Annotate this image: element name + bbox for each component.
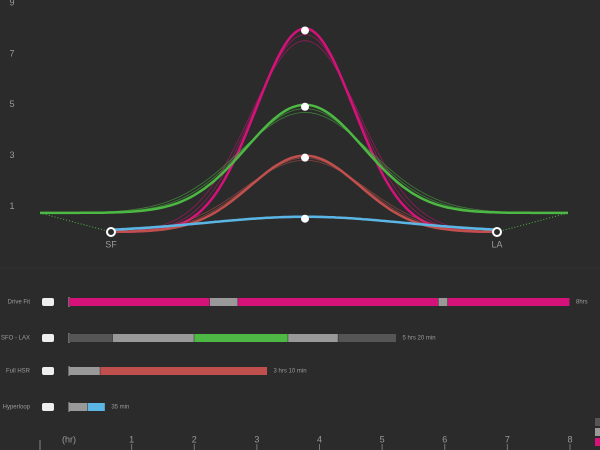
- x-tick-label: 4: [317, 434, 322, 444]
- segment: [238, 298, 438, 306]
- segment: [69, 367, 100, 375]
- row-label: SFO - LAX: [1, 336, 30, 342]
- row-icon: [42, 334, 54, 342]
- segment: [69, 334, 113, 342]
- y-tick-label: 7: [9, 48, 14, 58]
- row-icon: [42, 403, 54, 411]
- segment: [288, 334, 338, 342]
- segment: [87, 403, 105, 411]
- row-label: Full HSR: [6, 369, 31, 375]
- x-tick-label: 3: [254, 434, 259, 444]
- row-icon: [42, 298, 54, 306]
- endpoint-label: LA: [491, 239, 502, 249]
- segment: [209, 298, 238, 306]
- x-tick-label: 5: [380, 434, 385, 444]
- connector: [39, 212, 112, 233]
- y-tick-label: 1: [9, 201, 14, 211]
- segment: [438, 298, 448, 306]
- segment: [100, 367, 268, 375]
- segment: [112, 334, 194, 342]
- legend-swatch: [595, 438, 600, 446]
- row-total: 5 hrs 20 min: [403, 336, 436, 342]
- row-total: 3 hrs 10 min: [274, 369, 307, 375]
- curve-trace: [40, 111, 568, 214]
- endpoint-label: SF: [105, 239, 117, 249]
- x-tick-label: 2: [192, 434, 197, 444]
- connector: [496, 212, 569, 233]
- y-tick-label: 3: [9, 150, 14, 160]
- legend-swatch: [595, 428, 600, 436]
- x-tick-label: 6: [442, 434, 447, 444]
- segment: [447, 298, 570, 306]
- y-tick-label: 5: [9, 99, 14, 109]
- curve-trace: [110, 40, 496, 232]
- mode-icon: [301, 26, 309, 35]
- segment: [69, 298, 210, 306]
- endpoint: [106, 227, 116, 237]
- mode-icon: [301, 214, 309, 223]
- x-tick-label: 1: [129, 434, 134, 444]
- legend-swatch: [595, 418, 600, 426]
- x-tick-label: 8: [567, 434, 572, 444]
- mode-icon: [301, 153, 309, 162]
- endpoint: [492, 227, 502, 237]
- x-tick-label: 7: [505, 434, 510, 444]
- y-tick-label: 9: [9, 0, 14, 7]
- curve-trace: [111, 34, 496, 233]
- row-total: 35 min: [111, 405, 129, 411]
- segment: [338, 334, 397, 342]
- mode-icon: [301, 102, 309, 111]
- row-label: Drive Fit: [8, 300, 31, 306]
- row-icon: [42, 367, 54, 375]
- row-label: Hyperloop: [3, 405, 31, 411]
- segment: [69, 403, 88, 411]
- x-axis-label: (hr): [62, 434, 76, 444]
- row-total: 8hrs: [576, 300, 588, 306]
- segment: [194, 334, 288, 342]
